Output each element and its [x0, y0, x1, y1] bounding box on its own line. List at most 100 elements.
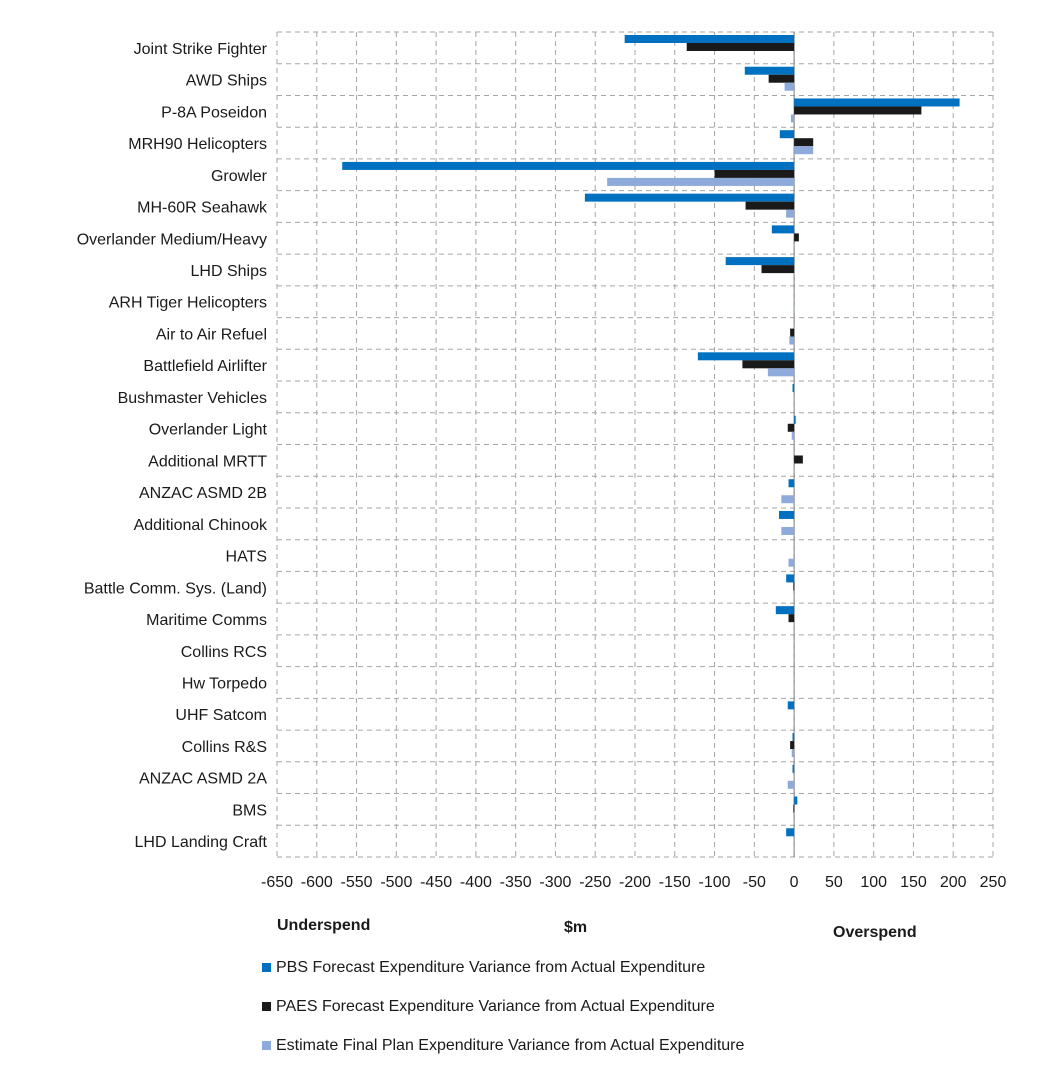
bar-series-3	[767, 368, 795, 377]
category-label: P-8A Poseidon	[161, 104, 267, 121]
bar-series-1	[771, 225, 795, 234]
category-label: ARH Tiger Helicopters	[109, 295, 267, 312]
bar-series-3	[790, 114, 795, 123]
bar-series-3	[788, 558, 795, 567]
category-labels: Joint Strike Fighter AWD Ships P-8A Poseid…	[77, 41, 268, 851]
category-label: Bushmaster Vehicles	[118, 390, 267, 407]
bars	[342, 35, 960, 837]
bar-series-3	[791, 431, 795, 440]
bar-series-2	[761, 265, 795, 274]
legend-label: PAES Forecast Expenditure Variance from …	[276, 998, 715, 1015]
underspend-label: Underspend	[277, 917, 370, 934]
x-tick-label: -350	[500, 874, 532, 891]
bar-series-1	[794, 98, 960, 107]
category-label: HATS	[226, 549, 267, 566]
bar-series-2	[768, 74, 795, 83]
bar-series-1	[779, 130, 795, 139]
bar-series-1	[792, 733, 795, 742]
bar-series-2	[794, 455, 803, 464]
bar-series-2	[794, 138, 814, 147]
bar-series-2	[686, 43, 795, 51]
bar-series-1	[786, 574, 795, 583]
bar-series-2	[742, 360, 795, 369]
bar-series-2	[793, 582, 795, 591]
legend: PBS Forecast Expenditure Variance from A…	[262, 959, 744, 1054]
legend-label: PBS Forecast Expenditure Variance from A…	[276, 959, 705, 976]
bar-series-2	[794, 233, 799, 242]
legend-label: Estimate Final Plan Expenditure Variance…	[276, 1037, 744, 1054]
legend-swatch	[262, 1041, 271, 1050]
x-tick-label: 50	[825, 874, 843, 891]
category-label: Hw Torpedo	[182, 675, 267, 692]
grid-lines	[276, 31, 994, 858]
x-tick-label: -400	[460, 874, 492, 891]
bar-series-1	[786, 828, 795, 837]
x-axis-title: $m	[564, 919, 587, 936]
category-label: MRH90 Helicopters	[128, 136, 267, 153]
legend-swatch	[262, 963, 271, 972]
category-label: Overlander Medium/Heavy	[77, 231, 267, 248]
category-label: Growler	[211, 168, 268, 185]
category-label: Additional Chinook	[134, 517, 268, 534]
category-label: Collins RCS	[181, 644, 267, 661]
x-tick-label: -450	[420, 874, 452, 891]
bar-series-1	[725, 257, 795, 266]
bar-series-2	[714, 169, 795, 178]
x-tick-label: -50	[743, 874, 766, 891]
bar-series-1	[744, 66, 795, 75]
bar-series-1	[775, 606, 795, 615]
x-tick-label: 0	[790, 874, 799, 891]
legend-swatch	[262, 1002, 271, 1011]
category-label: Joint Strike Fighter	[134, 41, 268, 58]
category-label: ANZAC ASMD 2A	[139, 771, 267, 788]
category-label: Additional MRTT	[148, 453, 267, 470]
category-label: ANZAC ASMD 2B	[139, 485, 267, 502]
bar-series-2	[793, 804, 795, 813]
bar-series-1	[624, 35, 795, 43]
bar-series-3	[787, 780, 795, 789]
bar-series-3	[786, 209, 795, 218]
x-tick-label: 250	[980, 874, 1007, 891]
x-tick-label: 200	[940, 874, 967, 891]
x-axis-tick-labels: -650 -600 -550 -500 -450 -400 -350 -300 -250 -200…	[261, 874, 1006, 891]
category-label: Maritime Comms	[146, 612, 267, 629]
category-label: LHD Landing Craft	[134, 834, 267, 851]
bar-series-1	[584, 193, 795, 202]
category-label: Overlander Light	[149, 422, 268, 439]
bar-series-2	[790, 328, 795, 337]
bar-series-1	[787, 701, 795, 710]
bar-series-1	[794, 796, 798, 805]
bar-series-3	[784, 82, 795, 91]
x-tick-label: -100	[699, 874, 731, 891]
x-tick-label: -250	[579, 874, 611, 891]
bar-series-1	[794, 415, 796, 424]
x-tick-label: -200	[619, 874, 651, 891]
bar-series-3	[607, 177, 795, 186]
bar-series-3	[793, 304, 795, 313]
category-label: AWD Ships	[186, 73, 267, 90]
category-label: BMS	[232, 802, 267, 819]
x-tick-label: -600	[301, 874, 333, 891]
category-label: LHD Ships	[191, 263, 267, 280]
bar-series-1	[778, 510, 795, 519]
bar-series-2	[787, 423, 795, 432]
bar-series-1	[792, 764, 795, 773]
category-label: Air to Air Refuel	[156, 326, 267, 343]
x-tick-label: -550	[341, 874, 373, 891]
bar-series-3	[794, 146, 814, 155]
category-label: Collins R&S	[182, 739, 267, 756]
bar-series-2	[745, 201, 795, 210]
bar-series-2	[788, 614, 795, 623]
x-tick-label: 100	[860, 874, 887, 891]
bar-series-3	[789, 336, 795, 345]
x-tick-label: -300	[539, 874, 571, 891]
category-label: MH-60R Seahawk	[137, 200, 268, 217]
overspend-label: Overspend	[833, 924, 917, 941]
bar-series-1	[788, 479, 795, 488]
bar-series-2	[794, 106, 922, 115]
bar-series-3	[781, 526, 795, 535]
bar-series-1	[342, 161, 795, 170]
x-tick-label: -500	[380, 874, 412, 891]
bar-series-1	[697, 352, 795, 361]
